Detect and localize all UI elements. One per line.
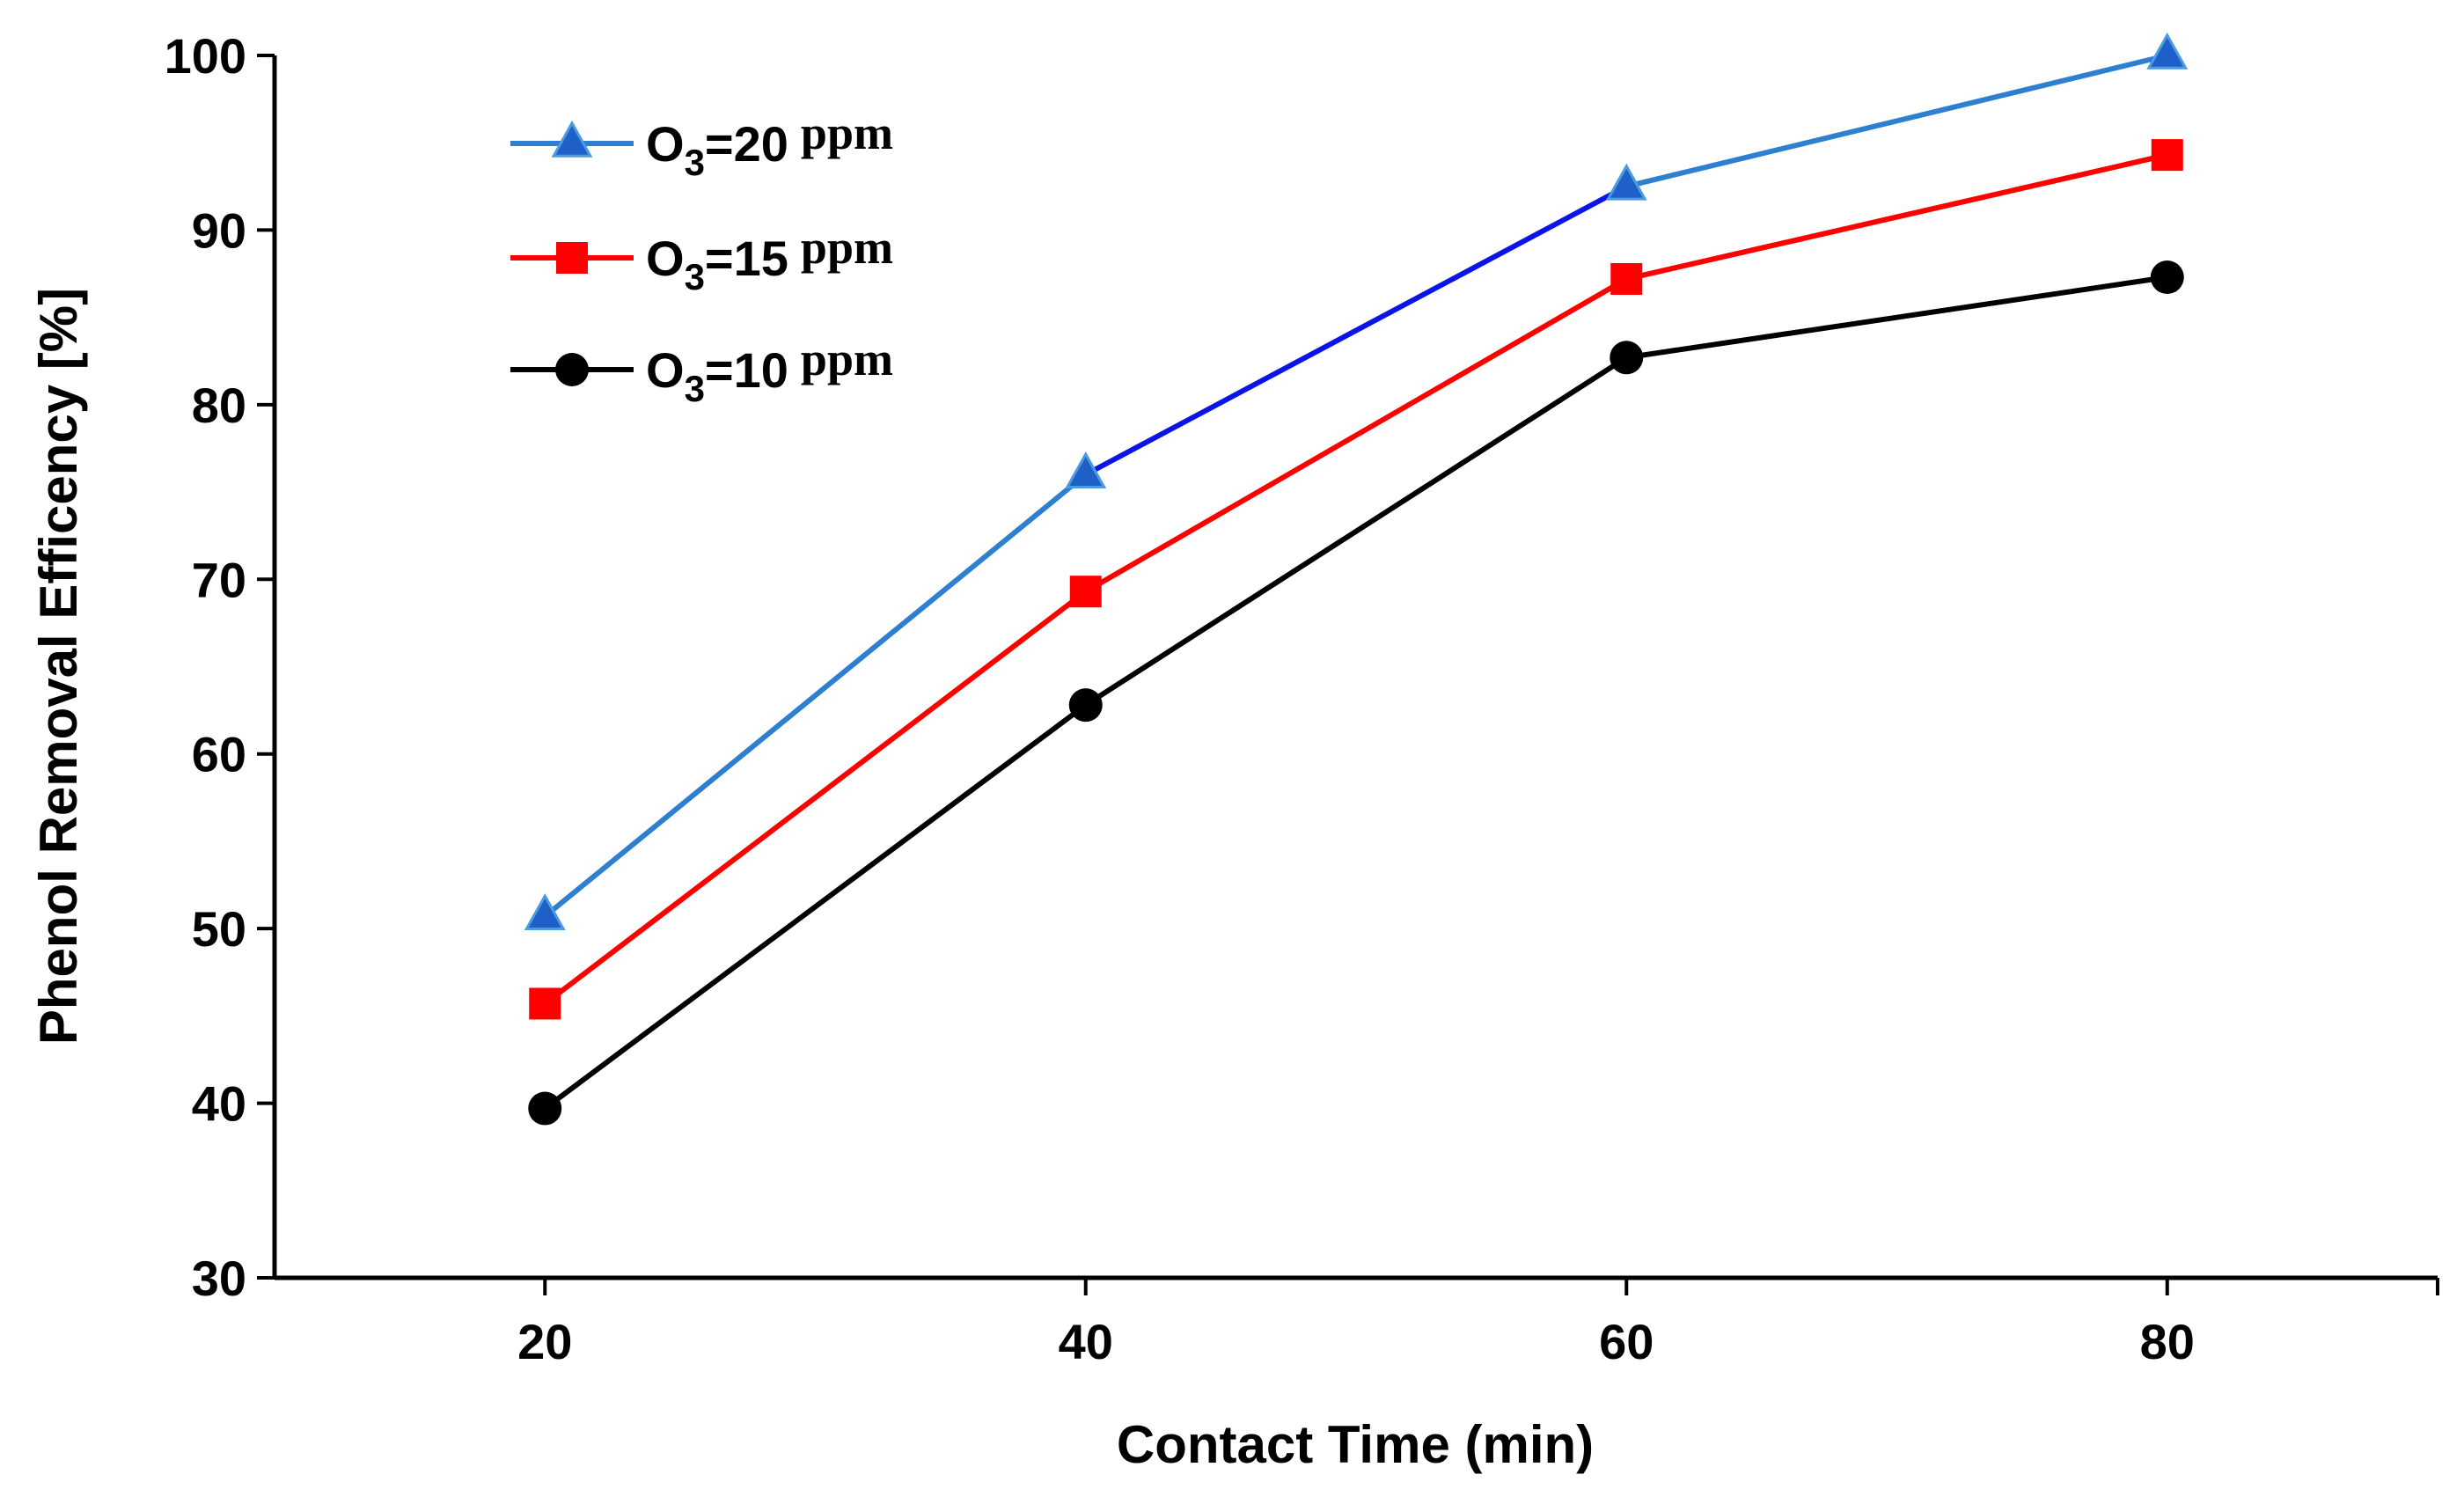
tick-labels: 30 40 50 60 70 80 90 100 20 40 60 80 bbox=[165, 28, 2195, 1369]
x-tick-label: 40 bbox=[1059, 1314, 1113, 1369]
data-point bbox=[1068, 688, 1103, 723]
series-line-segment bbox=[542, 589, 1089, 1007]
legend: O3=20 ppm O3=15 ppm O3=10 ppm bbox=[510, 106, 893, 409]
legend-label: O3=20 ppm bbox=[646, 106, 893, 183]
y-axis-title: Phenol Removal Efficency [%] bbox=[29, 288, 88, 1045]
series-line-segment bbox=[1624, 53, 2170, 189]
y-tick-label: 100 bbox=[165, 28, 246, 84]
y-tick-label: 80 bbox=[192, 378, 246, 433]
series-2 bbox=[529, 139, 2183, 1020]
y-tick-label: 30 bbox=[192, 1251, 246, 1306]
legend-item-3: O3=10 ppm bbox=[510, 333, 893, 409]
x-tick-label: 80 bbox=[2140, 1314, 2195, 1369]
x-axis-title: Contact Time (min) bbox=[1117, 1415, 1594, 1474]
data-point bbox=[2150, 260, 2184, 295]
series-group bbox=[524, 32, 2189, 1126]
data-point bbox=[1605, 163, 1647, 201]
series-line-segment bbox=[1082, 183, 1630, 478]
series-3 bbox=[528, 260, 2184, 1126]
series-line-segment bbox=[1624, 275, 2170, 361]
legend-marker bbox=[555, 353, 589, 386]
data-point bbox=[1065, 451, 1107, 489]
data-point bbox=[528, 1091, 562, 1126]
series-line-segment bbox=[1082, 355, 1630, 708]
legend-item-2: O3=15 ppm bbox=[510, 221, 893, 297]
legend-label: O3=10 ppm bbox=[646, 333, 893, 409]
x-tick-label: 60 bbox=[1599, 1314, 1654, 1369]
series-line-segment bbox=[1082, 275, 1630, 595]
series-line-segment bbox=[542, 472, 1089, 920]
series-line-segment bbox=[1624, 152, 2170, 282]
y-tick-label: 60 bbox=[192, 727, 246, 782]
axes bbox=[257, 54, 2439, 1295]
y-tick-label: 70 bbox=[192, 552, 246, 607]
data-point bbox=[1069, 576, 1102, 608]
data-point bbox=[1610, 341, 1644, 375]
data-point bbox=[2146, 32, 2189, 70]
legend-item-1: O3=20 ppm bbox=[510, 106, 893, 183]
series-1 bbox=[524, 32, 2189, 931]
data-point bbox=[524, 893, 566, 931]
data-point bbox=[1610, 262, 1643, 295]
y-tick-label: 40 bbox=[192, 1076, 246, 1132]
legend-marker bbox=[551, 120, 593, 158]
y-tick-label: 50 bbox=[192, 901, 246, 957]
data-point bbox=[2151, 139, 2183, 172]
x-tick-label: 20 bbox=[517, 1314, 572, 1369]
series-line-segment bbox=[542, 702, 1089, 1111]
legend-label: O3=15 ppm bbox=[646, 221, 893, 297]
legend-marker bbox=[556, 242, 588, 274]
y-tick-label: 90 bbox=[192, 202, 246, 258]
data-point bbox=[529, 987, 561, 1020]
